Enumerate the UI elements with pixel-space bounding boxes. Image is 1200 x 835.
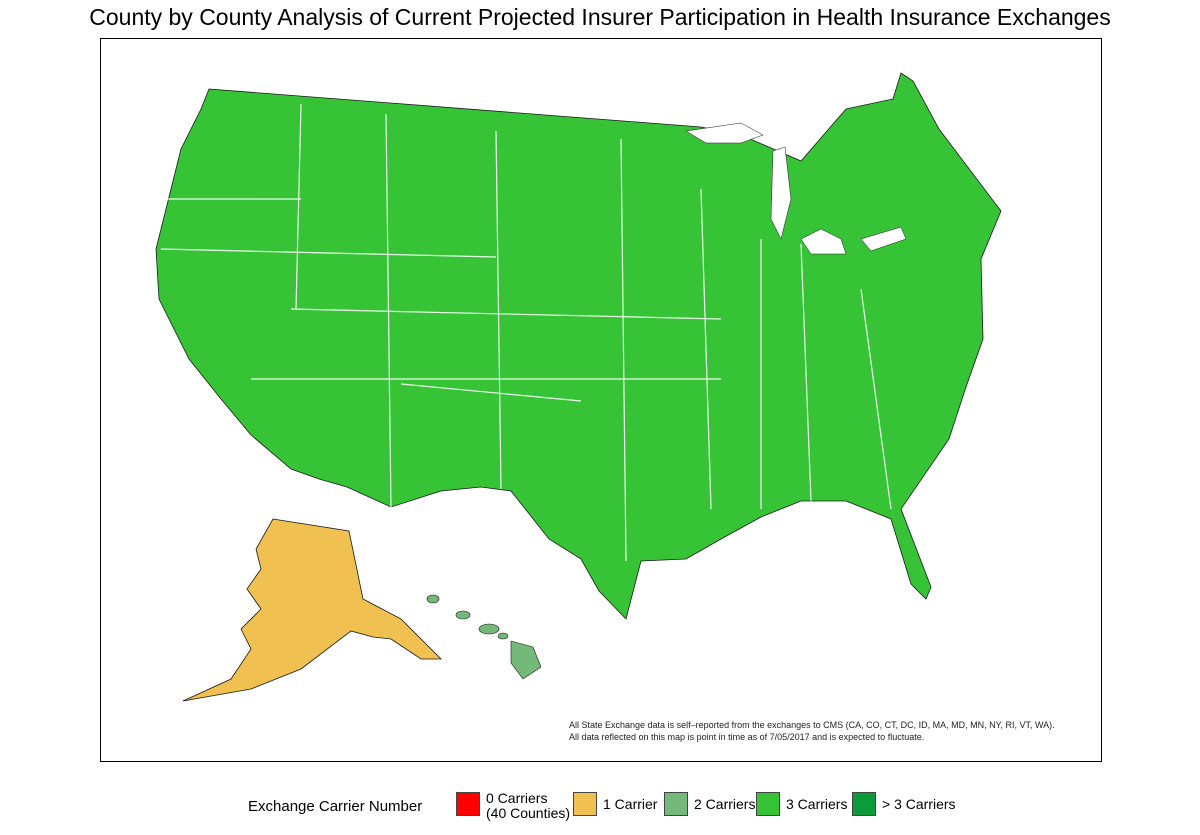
- legend-label: 1 Carrier: [603, 796, 658, 812]
- note-line-2: All data reflected on this map is point …: [569, 732, 925, 742]
- legend-swatch: [756, 792, 780, 816]
- legend-label-line1: 0 Carriers: [486, 790, 548, 806]
- map-panel: All State Exchange data is self–reported…: [100, 38, 1102, 762]
- alaska: [182, 518, 442, 702]
- legend-label: 2 Carriers: [694, 796, 756, 812]
- legend-label: 3 Carriers: [786, 796, 848, 812]
- legend-label-line2: (40 Counties): [486, 805, 571, 821]
- legend-swatch: [573, 792, 597, 816]
- map-title: County by County Analysis of Current Pro…: [89, 4, 1111, 30]
- legend-title: Exchange Carrier Number: [248, 798, 423, 815]
- note-line-1: All State Exchange data is self–reported…: [569, 720, 1055, 730]
- hawaii: [426, 594, 542, 680]
- legend-label: > 3 Carriers: [882, 796, 956, 812]
- map-legend: Exchange Carrier Number 0 Carriers (40 C…: [0, 784, 1200, 824]
- legend-swatch: [852, 792, 876, 816]
- legend-swatch: [456, 792, 480, 816]
- map-notes: All State Exchange data is self–reported…: [569, 719, 1055, 743]
- legend-swatch: [664, 792, 688, 816]
- legend-label: 0 Carriers (40 Counties): [486, 791, 570, 821]
- us-county-map: [155, 72, 1002, 702]
